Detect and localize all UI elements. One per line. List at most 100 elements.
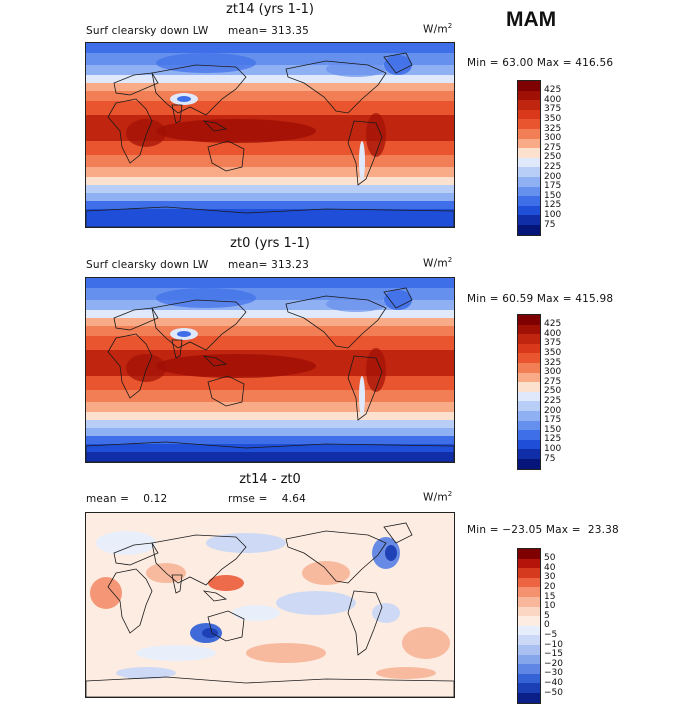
colorbar-tick-label: 100 <box>544 209 562 220</box>
colorbar-swatch <box>518 401 540 411</box>
colorbar-swatch <box>518 596 540 607</box>
colorbar-tick-label: −15 <box>544 649 563 660</box>
panel1-variable-label: Surf clearsky down LW <box>86 25 209 37</box>
colorbar-tick-label: 150 <box>544 424 562 435</box>
panel3-map-field <box>86 513 454 697</box>
colorbar-tick-label: −50 <box>544 687 563 698</box>
colorbar-tick-label: 300 <box>544 367 562 378</box>
colorbar-tick-label: 400 <box>544 328 562 339</box>
panel2-map <box>85 277 455 463</box>
colorbar-tick-label: 250 <box>544 386 562 397</box>
panel1-map-field <box>86 43 454 227</box>
colorbar-tick-label: 300 <box>544 133 562 144</box>
colorbar-swatch <box>518 109 540 120</box>
colorbar-swatch <box>518 128 540 139</box>
colorbar-swatch <box>518 673 540 684</box>
colorbar-tick-label: 200 <box>544 171 562 182</box>
panel1-units-label: W/m2 <box>423 22 453 36</box>
colorbar-swatch <box>518 664 540 674</box>
panel1-minmax-label: Min = 63.00 Max = 416.56 <box>467 57 614 69</box>
colorbar-tick-label: 75 <box>544 219 556 230</box>
colorbar-swatch <box>518 215 540 225</box>
colorbar-tick-label: 350 <box>544 113 562 124</box>
season-label: MAM <box>506 8 557 31</box>
colorbar-tick-label: −20 <box>544 658 563 669</box>
colorbar-swatch <box>518 362 540 373</box>
colorbar-swatch <box>518 439 540 450</box>
colorbar-tick-label: 375 <box>544 338 562 349</box>
panel3-units-label: W/m2 <box>423 490 453 504</box>
colorbar-swatch <box>518 224 540 235</box>
panel3-title: zt14 - zt0 <box>239 472 301 487</box>
colorbar-swatch <box>518 382 540 392</box>
panel1-mean-label: mean= 313.35 <box>228 25 310 37</box>
colorbar-tick-label: 375 <box>544 104 562 115</box>
colorbar-tick-label: 225 <box>544 161 562 172</box>
colorbar-tick-label: 250 <box>544 152 562 163</box>
colorbar-tick-label: 10 <box>544 601 556 612</box>
colorbar-tick-label: 350 <box>544 347 562 358</box>
colorbar-tick-label: 5 <box>544 610 550 621</box>
colorbar-swatch <box>518 157 540 168</box>
colorbar-swatch <box>518 148 540 158</box>
colorbar-swatch <box>518 353 540 363</box>
colorbar-swatch <box>518 635 540 645</box>
colorbar-tick-label: 20 <box>544 581 556 592</box>
colorbar-swatch <box>518 196 540 206</box>
colorbar-tick-label: 400 <box>544 94 562 105</box>
colorbar-swatch <box>518 458 540 469</box>
colorbar-swatch <box>518 167 540 177</box>
colorbar-tick-label: 15 <box>544 591 556 602</box>
colorbar-tick-label: 0 <box>544 620 550 631</box>
panel3-mean-label: mean = 0.12 <box>86 493 168 505</box>
panel1-title: zt14 (yrs 1-1) <box>226 2 314 17</box>
colorbar-swatch <box>518 138 540 149</box>
colorbar-tick-label: 150 <box>544 190 562 201</box>
colorbar-swatch <box>518 410 540 421</box>
panel2-map-field <box>86 278 454 462</box>
panel3-rmse-label: rmse = 4.64 <box>228 493 306 505</box>
panel2-title: zt0 (yrs 1-1) <box>230 236 310 251</box>
colorbar-swatch <box>518 100 540 110</box>
colorbar-tick-label: −30 <box>544 668 563 679</box>
colorbar-tick-label: −10 <box>544 639 563 650</box>
colorbar-tick-label: 75 <box>544 453 556 464</box>
panel3-map <box>85 512 455 698</box>
colorbar-swatch <box>518 625 540 636</box>
colorbar-swatch <box>518 420 540 431</box>
colorbar-swatches <box>517 80 541 236</box>
colorbar-swatch <box>518 644 540 655</box>
colorbar-swatch <box>518 205 540 216</box>
colorbar-tick-label: 30 <box>544 572 556 583</box>
colorbar-tick-label: 100 <box>544 443 562 454</box>
colorbar-tick-label: 50 <box>544 553 556 564</box>
colorbar-swatch <box>518 372 540 383</box>
colorbar-swatches <box>517 548 541 704</box>
colorbar-tick-label: −40 <box>544 677 563 688</box>
colorbar-swatch <box>518 606 540 617</box>
colorbar-tick-label: 125 <box>544 200 562 211</box>
colorbar-tick-label: 175 <box>544 415 562 426</box>
colorbar-tick-label: 225 <box>544 395 562 406</box>
colorbar-tick-label: 125 <box>544 434 562 445</box>
colorbar-swatch <box>518 176 540 187</box>
colorbar-swatch <box>518 81 540 91</box>
colorbar-swatch <box>518 315 540 325</box>
colorbar-swatch <box>518 654 540 665</box>
panel1-map <box>85 42 455 228</box>
panel3-minmax-label: Min = −23.05 Max = 23.38 <box>467 524 619 536</box>
colorbar-tick-label: 325 <box>544 357 562 368</box>
colorbar-tick-label: 275 <box>544 142 562 153</box>
colorbar-swatch <box>518 683 540 693</box>
colorbar-tick-label: 200 <box>544 405 562 416</box>
panel2-minmax-label: Min = 60.59 Max = 415.98 <box>467 293 614 305</box>
colorbar-swatch <box>518 568 540 578</box>
colorbar-swatch <box>518 324 540 335</box>
colorbar-swatch <box>518 616 540 626</box>
colorbar-tick-label: 425 <box>544 319 562 330</box>
colorbar-tick-label: 275 <box>544 376 562 387</box>
colorbar-swatch <box>518 186 540 197</box>
colorbar-swatch <box>518 391 540 402</box>
colorbar-swatch <box>518 119 540 129</box>
colorbar-swatch <box>518 430 540 440</box>
